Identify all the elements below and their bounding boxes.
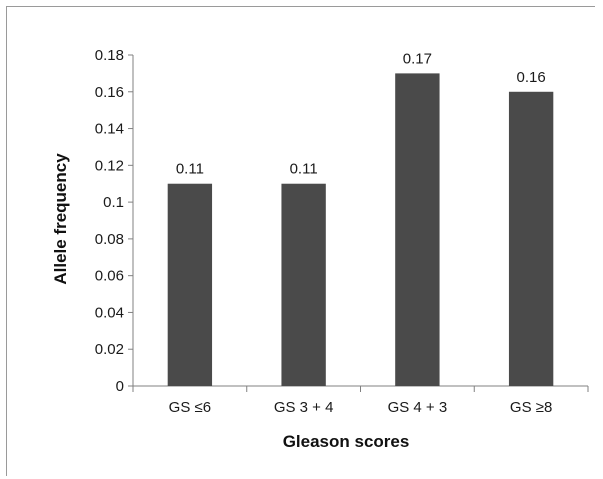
y-tick-label: 0.16 [95, 84, 124, 101]
y-tick-label: 0.06 [95, 268, 124, 285]
bar [281, 183, 326, 386]
x-tick-label: GS 4 + 3 [388, 399, 448, 416]
x-axis: GS ≤6 GS 3 + 4 GS 4 + 3 GS ≥8 [132, 385, 589, 416]
y-axis: 0 0.02 0.04 0.06 0.08 0.1 0.12 0.14 0.16 0.18 [95, 47, 134, 395]
y-tick-label: 0.04 [95, 304, 124, 321]
y-tick-label: 0.12 [95, 157, 124, 174]
bar [167, 183, 213, 386]
data-labels: 0.11 0.11 0.17 0.16 [176, 50, 546, 177]
x-tick-label: GS ≥8 [510, 399, 552, 416]
y-axis-title: Allele frequency [51, 153, 70, 285]
chart-frame [6, 6, 595, 476]
data-label: 0.11 [290, 161, 318, 178]
y-tick-label: 0.1 [103, 194, 124, 211]
data-label: 0.11 [176, 161, 204, 178]
y-tick-label: 0.02 [95, 341, 124, 358]
x-tick-label: GS ≤6 [169, 399, 211, 416]
x-axis-title: Gleason scores [283, 432, 410, 451]
y-tick-label: 0.08 [95, 231, 124, 248]
data-label: 0.17 [403, 50, 432, 67]
bar [508, 91, 554, 387]
y-tick-label: 0 [116, 378, 124, 395]
y-tick-label: 0.14 [95, 121, 124, 138]
bar [395, 73, 440, 386]
data-label: 0.16 [517, 69, 546, 86]
bars [167, 73, 554, 387]
x-tick-label: GS 3 + 4 [274, 399, 334, 416]
y-tick-label: 0.18 [95, 47, 124, 64]
